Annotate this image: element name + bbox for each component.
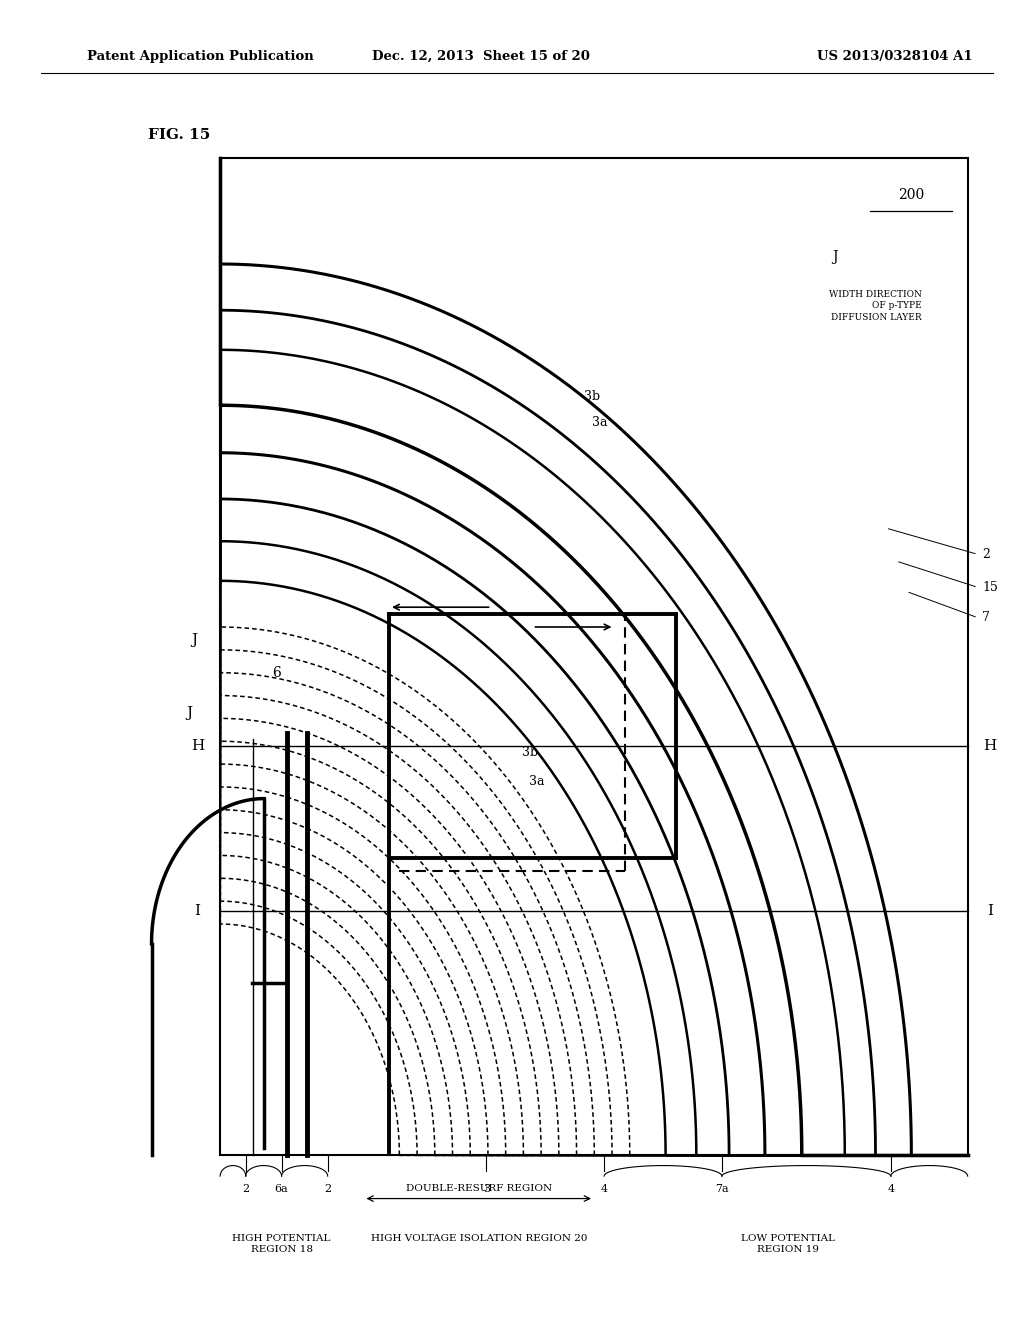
Text: I: I [195, 904, 201, 917]
Text: H: H [984, 739, 996, 752]
Text: 2: 2 [325, 1184, 331, 1195]
Text: Dec. 12, 2013  Sheet 15 of 20: Dec. 12, 2013 Sheet 15 of 20 [373, 50, 590, 63]
Text: 2: 2 [243, 1184, 249, 1195]
Text: Patent Application Publication: Patent Application Publication [87, 50, 313, 63]
Text: 4: 4 [601, 1184, 607, 1195]
Text: J: J [831, 251, 838, 264]
Text: 7a: 7a [715, 1184, 729, 1195]
Text: 2: 2 [982, 548, 990, 561]
Text: US 2013/0328104 A1: US 2013/0328104 A1 [817, 50, 973, 63]
Text: DOUBLE-RESURF REGION: DOUBLE-RESURF REGION [407, 1184, 552, 1193]
Text: 15: 15 [982, 581, 998, 594]
Text: I: I [987, 904, 993, 917]
Text: 200: 200 [898, 189, 925, 202]
Text: 4: 4 [888, 1184, 894, 1195]
Text: LOW POTENTIAL
REGION 19: LOW POTENTIAL REGION 19 [741, 1234, 836, 1254]
Text: 3: 3 [483, 1184, 489, 1195]
Text: 7: 7 [982, 611, 990, 624]
Bar [220, 158, 968, 1155]
Text: H: H [191, 739, 204, 752]
Text: HIGH POTENTIAL
REGION 18: HIGH POTENTIAL REGION 18 [232, 1234, 331, 1254]
Text: J: J [191, 634, 198, 647]
Text: 6a: 6a [274, 1184, 289, 1195]
Text: WIDTH DIRECTION
OF p-TYPE
DIFFUSION LAYER: WIDTH DIRECTION OF p-TYPE DIFFUSION LAYE… [828, 290, 922, 322]
Text: J: J [186, 706, 193, 719]
Text: 3b: 3b [522, 746, 539, 759]
Text: 3b: 3b [584, 389, 600, 403]
Text: FIG. 15: FIG. 15 [148, 128, 211, 141]
Text: HIGH VOLTAGE ISOLATION REGION 20: HIGH VOLTAGE ISOLATION REGION 20 [371, 1234, 588, 1243]
Text: 6: 6 [272, 667, 282, 680]
Text: 3a: 3a [529, 775, 545, 788]
Text: 3a: 3a [592, 416, 607, 429]
